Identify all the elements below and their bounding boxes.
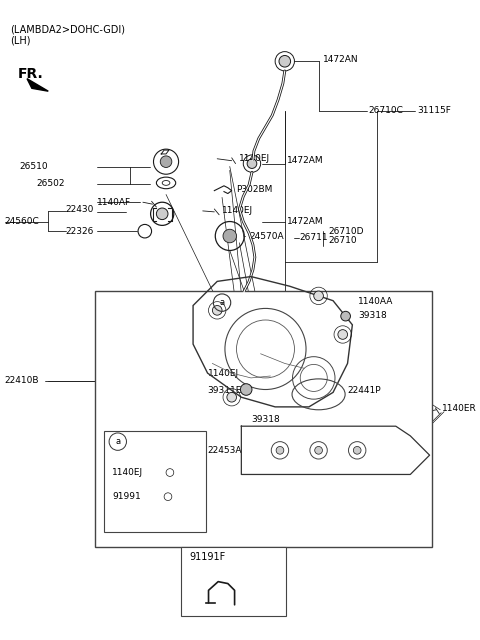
Text: 22430: 22430 — [66, 205, 94, 214]
Text: 22441P: 22441P — [348, 386, 381, 395]
Circle shape — [212, 305, 222, 315]
Text: 1140ER: 1140ER — [442, 404, 477, 413]
Text: 22326: 22326 — [66, 227, 94, 236]
Text: 1140EJ: 1140EJ — [222, 207, 253, 216]
Text: 22453A: 22453A — [207, 446, 242, 455]
Polygon shape — [27, 79, 48, 92]
Circle shape — [156, 208, 168, 220]
Text: 26711: 26711 — [299, 234, 328, 243]
Text: 24570A: 24570A — [249, 232, 284, 241]
Text: a: a — [115, 437, 120, 446]
Text: 1140AF: 1140AF — [96, 198, 131, 207]
Circle shape — [160, 156, 172, 168]
Text: 91191F: 91191F — [189, 552, 226, 561]
Text: 1472AM: 1472AM — [287, 156, 324, 165]
Text: 26502: 26502 — [36, 179, 65, 188]
Text: (LH): (LH) — [10, 35, 30, 45]
Text: 26710C: 26710C — [369, 106, 404, 115]
Circle shape — [276, 447, 284, 454]
Circle shape — [239, 360, 248, 370]
Text: 24560C: 24560C — [5, 217, 39, 226]
Text: P302BM: P302BM — [237, 185, 273, 194]
Circle shape — [315, 447, 323, 454]
Text: 1140AA: 1140AA — [358, 297, 394, 306]
Text: 26710: 26710 — [328, 236, 357, 245]
Circle shape — [227, 392, 237, 402]
Circle shape — [338, 330, 348, 339]
Text: 1140EM: 1140EM — [389, 374, 425, 383]
Circle shape — [223, 229, 237, 243]
Text: 1472AM: 1472AM — [287, 217, 324, 226]
Text: FR.: FR. — [17, 67, 43, 81]
Text: 26710D: 26710D — [328, 227, 364, 236]
Text: 22410B: 22410B — [5, 376, 39, 385]
Text: 1472AM: 1472AM — [287, 361, 324, 370]
Circle shape — [240, 384, 252, 396]
Circle shape — [279, 56, 290, 67]
Text: 39318: 39318 — [358, 310, 387, 319]
Bar — [181, 547, 286, 616]
Text: 26510: 26510 — [19, 162, 48, 171]
Text: a: a — [219, 298, 225, 307]
Text: 31115F: 31115F — [417, 106, 451, 115]
Bar — [95, 291, 432, 547]
Text: 91991: 91991 — [112, 492, 141, 501]
Circle shape — [238, 299, 247, 308]
Circle shape — [353, 447, 361, 454]
Text: 1140EJ: 1140EJ — [112, 468, 143, 477]
Circle shape — [341, 311, 350, 321]
Circle shape — [247, 159, 257, 168]
Text: 39318: 39318 — [251, 415, 280, 424]
Circle shape — [368, 387, 375, 394]
Bar — [104, 431, 205, 532]
Text: 1140EJ: 1140EJ — [240, 154, 271, 163]
Text: 39311E: 39311E — [207, 386, 242, 395]
Text: (LAMBDA2>DOHC-GDI): (LAMBDA2>DOHC-GDI) — [10, 24, 125, 35]
Text: 1140EJ: 1140EJ — [207, 369, 239, 378]
Circle shape — [314, 291, 324, 301]
Text: 1472AN: 1472AN — [324, 55, 359, 64]
